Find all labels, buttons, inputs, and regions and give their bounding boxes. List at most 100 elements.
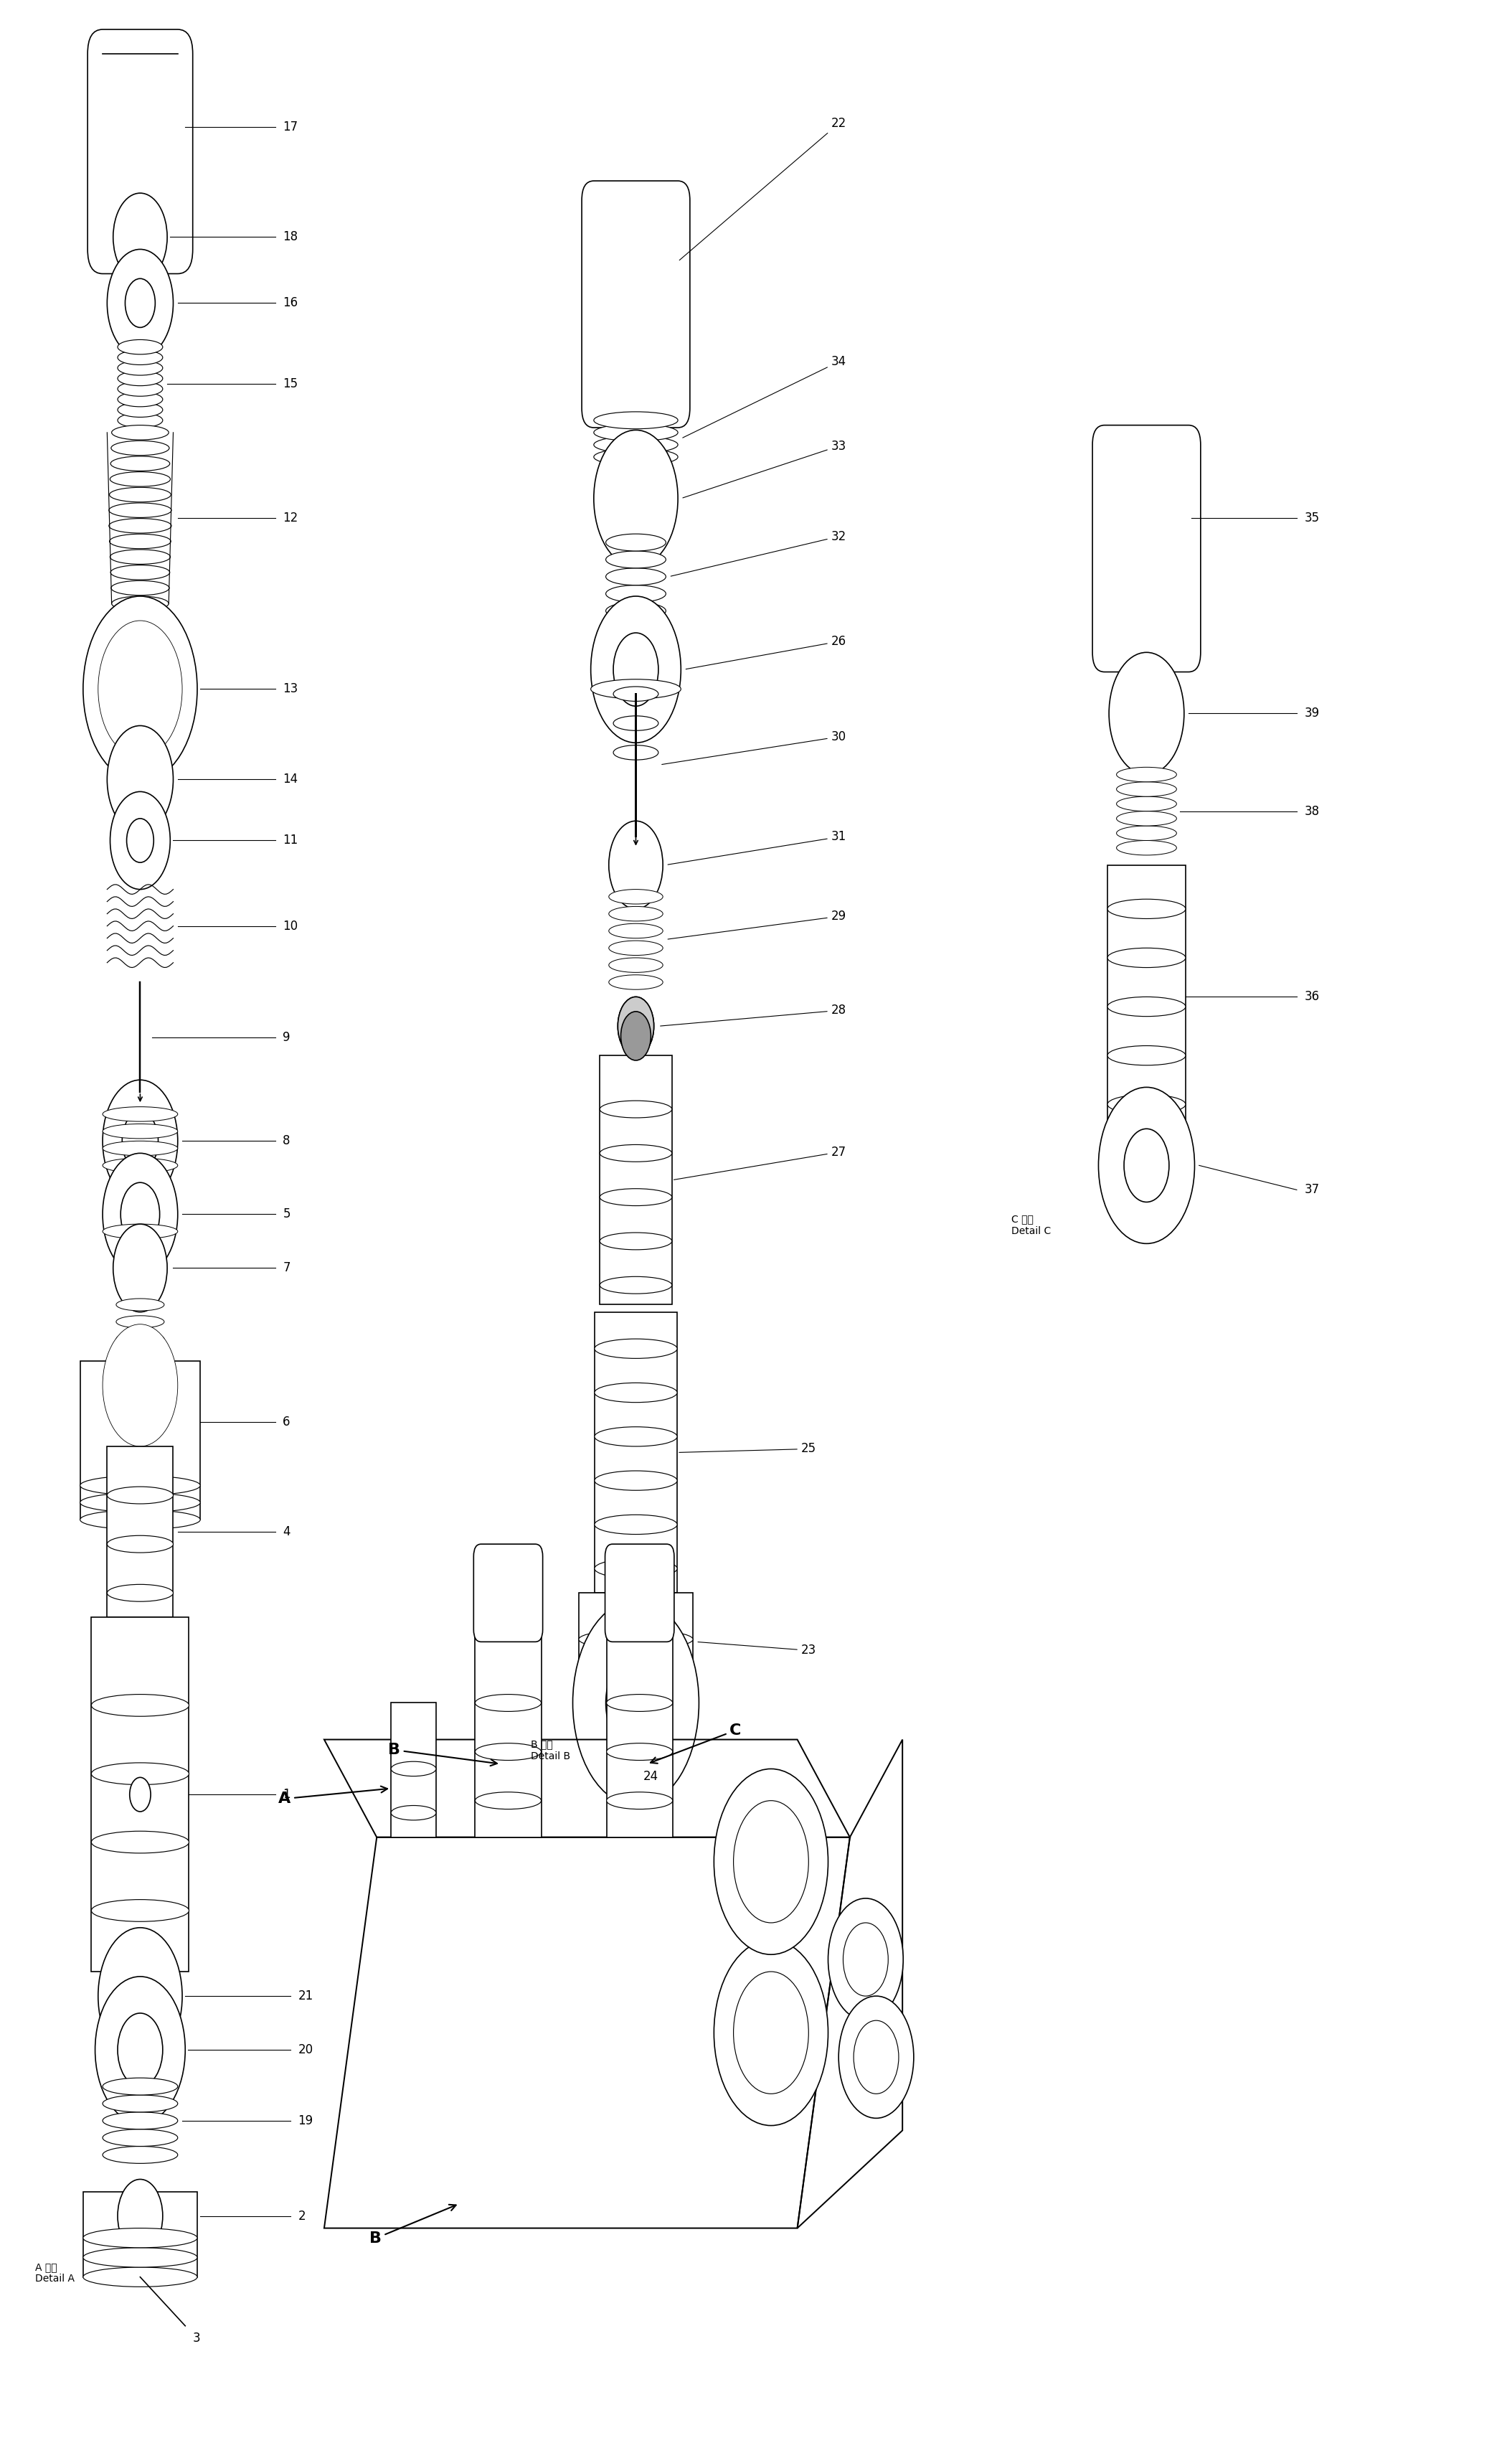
Ellipse shape: [118, 351, 163, 365]
Text: 6: 6: [283, 1415, 290, 1428]
Ellipse shape: [392, 1805, 435, 1820]
Ellipse shape: [600, 1190, 671, 1207]
Ellipse shape: [609, 974, 662, 989]
Ellipse shape: [118, 370, 163, 385]
Text: 11: 11: [283, 834, 298, 846]
Ellipse shape: [91, 1899, 189, 1921]
Text: 22: 22: [679, 118, 847, 260]
Circle shape: [606, 1653, 665, 1751]
Circle shape: [614, 633, 658, 706]
Bar: [1107, 866, 1185, 1128]
Ellipse shape: [116, 1349, 165, 1361]
Text: 1: 1: [283, 1788, 290, 1801]
Circle shape: [113, 194, 168, 282]
Ellipse shape: [1116, 783, 1176, 797]
Ellipse shape: [118, 392, 163, 407]
Ellipse shape: [594, 1339, 677, 1359]
Ellipse shape: [1107, 900, 1185, 920]
Ellipse shape: [579, 1673, 692, 1693]
Ellipse shape: [110, 456, 169, 471]
Ellipse shape: [594, 424, 677, 442]
Text: A 詳細
Detail A: A 詳細 Detail A: [35, 2262, 74, 2284]
Ellipse shape: [392, 1761, 435, 1776]
Circle shape: [113, 1224, 168, 1312]
Ellipse shape: [606, 586, 665, 603]
Text: 5: 5: [283, 1207, 290, 1222]
Ellipse shape: [103, 2078, 178, 2095]
Text: B: B: [389, 1742, 497, 1766]
Circle shape: [618, 996, 653, 1055]
Text: 31: 31: [668, 832, 847, 863]
Circle shape: [83, 596, 197, 783]
Ellipse shape: [110, 581, 169, 596]
Circle shape: [103, 1325, 178, 1447]
Text: 26: 26: [686, 635, 847, 670]
Circle shape: [113, 1342, 168, 1430]
Ellipse shape: [103, 1158, 178, 1173]
Ellipse shape: [80, 1477, 200, 1496]
Ellipse shape: [475, 1695, 541, 1712]
Ellipse shape: [1116, 797, 1176, 812]
Ellipse shape: [594, 1558, 677, 1577]
Ellipse shape: [1116, 827, 1176, 841]
Bar: [606, 1629, 673, 1837]
Text: 8: 8: [283, 1136, 290, 1148]
Ellipse shape: [614, 716, 658, 731]
Circle shape: [1108, 652, 1184, 775]
Text: 2: 2: [298, 2210, 305, 2222]
Ellipse shape: [91, 1695, 189, 1717]
Circle shape: [854, 2021, 898, 2095]
Ellipse shape: [600, 1276, 671, 1293]
Circle shape: [118, 2178, 163, 2252]
Ellipse shape: [109, 488, 171, 503]
Ellipse shape: [606, 603, 665, 621]
Ellipse shape: [112, 596, 169, 611]
Ellipse shape: [107, 1536, 174, 1553]
Ellipse shape: [103, 1123, 178, 1138]
Bar: [83, 2191, 197, 2276]
Ellipse shape: [118, 339, 163, 353]
Ellipse shape: [116, 1366, 165, 1379]
Ellipse shape: [116, 1315, 165, 1327]
Circle shape: [107, 726, 174, 834]
Text: 33: 33: [683, 439, 847, 498]
Ellipse shape: [109, 518, 171, 532]
Circle shape: [714, 1940, 829, 2127]
Text: 27: 27: [674, 1146, 847, 1180]
Ellipse shape: [107, 1487, 174, 1504]
Text: 4: 4: [283, 1526, 290, 1538]
Ellipse shape: [606, 535, 665, 552]
Text: B 詳細
Detail B: B 詳細 Detail B: [531, 1739, 570, 1761]
Ellipse shape: [606, 1695, 673, 1712]
Ellipse shape: [118, 383, 163, 397]
Text: A: A: [278, 1786, 387, 1805]
Ellipse shape: [594, 1428, 677, 1447]
Ellipse shape: [83, 2247, 197, 2267]
Text: 18: 18: [283, 231, 298, 243]
Circle shape: [615, 1594, 656, 1663]
Text: 16: 16: [283, 297, 298, 309]
Text: 32: 32: [671, 530, 847, 576]
Text: 29: 29: [668, 910, 847, 939]
Text: 23: 23: [699, 1641, 816, 1656]
Text: 10: 10: [283, 920, 298, 932]
Ellipse shape: [579, 1651, 692, 1670]
Ellipse shape: [1116, 768, 1176, 783]
Circle shape: [103, 1153, 178, 1276]
Ellipse shape: [110, 549, 171, 564]
Ellipse shape: [110, 442, 169, 456]
Ellipse shape: [594, 1516, 677, 1533]
Circle shape: [103, 1079, 178, 1202]
Circle shape: [95, 1977, 186, 2124]
Ellipse shape: [1107, 996, 1185, 1016]
Ellipse shape: [103, 1106, 178, 1121]
Ellipse shape: [600, 1146, 671, 1163]
Circle shape: [618, 996, 653, 1055]
Text: C: C: [650, 1722, 741, 1764]
Circle shape: [98, 1928, 183, 2065]
Circle shape: [714, 1769, 829, 1955]
Text: 12: 12: [283, 513, 298, 525]
Circle shape: [844, 1923, 888, 1997]
Ellipse shape: [1107, 1094, 1185, 1114]
Bar: [594, 1312, 677, 1592]
